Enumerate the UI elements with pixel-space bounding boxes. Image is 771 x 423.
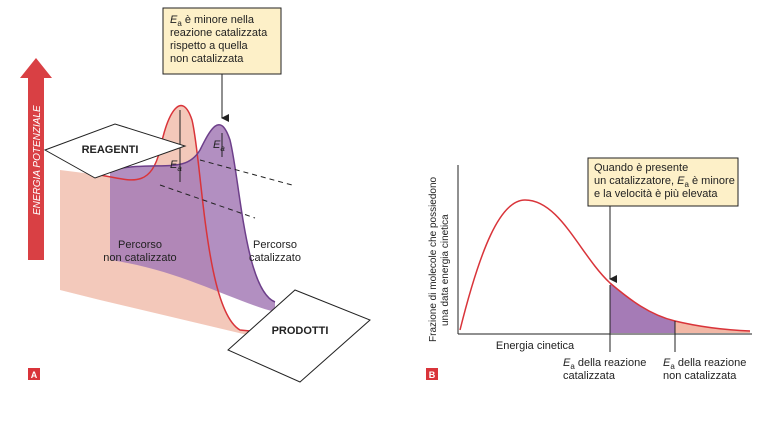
distribution-curve [459, 199, 751, 332]
dash [199, 159, 293, 186]
ea-label: Ea della reazione catalizzata [563, 357, 646, 382]
uncatalyzed-curve [99, 104, 291, 336]
text-part: a [685, 180, 690, 189]
text-part: catalizzata [563, 370, 616, 382]
text-part: rispetto a quella [170, 40, 249, 52]
dash [159, 184, 256, 219]
reactants-label: REAGENTI [82, 144, 139, 156]
products-label: PRODOTTI [272, 325, 329, 337]
text-part: E [170, 159, 178, 171]
text-part: reazione catalizzata [170, 27, 268, 39]
panel-letter: A [31, 370, 38, 380]
text-part: Quando è presente [594, 162, 688, 174]
axis-label: ENERGIA POTENZIALE [32, 105, 43, 215]
ea-label: Ea [213, 139, 225, 153]
panel-letter: B [429, 370, 436, 380]
panel-a: ENERGIA POTENZIALE Ea Ea REAGENTI PRODOT… [20, 7, 371, 383]
text-part: è minore nella [182, 14, 255, 26]
text-part: a [670, 362, 675, 371]
path-label: Percorso catalizzato [249, 239, 301, 264]
callout-text: Ea è minore nella reazione catalizzata ris… [170, 14, 268, 65]
text-part: Frazione di molecole che possiedono [428, 176, 439, 342]
products-plane [227, 289, 371, 383]
panel-letter-box [426, 368, 438, 380]
text-part: della reazione [575, 357, 647, 369]
text-part: a [220, 144, 225, 153]
text-part: Percorso [118, 239, 162, 251]
back-wall [60, 170, 100, 300]
text-part: della reazione [675, 357, 747, 369]
ea-label: Ea della reazione non catalizzata [663, 357, 746, 382]
text-part: E [213, 139, 221, 151]
text-part: E [170, 14, 178, 26]
text-part: non catalizzata [663, 370, 737, 382]
x-axis-label: Energia cinetica [496, 340, 575, 352]
text-part: a [177, 164, 182, 173]
text-part: è minore [689, 175, 735, 187]
text-part: e la velocità è più elevata [594, 188, 718, 200]
energy-arrow [20, 58, 52, 260]
text-part: un catalizzatore, [594, 175, 677, 187]
callout-box [587, 157, 739, 207]
text-part: E [663, 357, 671, 369]
text-part: E [677, 175, 685, 187]
text-part: a [570, 362, 575, 371]
text-part: non catalizzata [170, 53, 244, 65]
callout-text: Quando è presente un catalizzatore, Ea è … [594, 162, 735, 200]
path-label: Percorso non catalizzato [103, 239, 176, 264]
text-part: E [563, 357, 571, 369]
text-part: a [177, 19, 182, 28]
reactants-plane [43, 123, 187, 179]
text-part: Percorso [253, 239, 297, 251]
text-part: catalizzato [249, 252, 301, 264]
text-part: una data energia cinetica [440, 214, 451, 326]
ea-label: Ea [170, 159, 182, 173]
panel-b: Quando è presente un catalizzatore, Ea è … [426, 157, 752, 382]
y-axis-label: Frazione di molecole che possiedonouna d… [428, 176, 451, 342]
text-part: non catalizzato [103, 252, 176, 264]
panel-letter-box [28, 368, 40, 380]
catalyzed-curve [109, 124, 276, 303]
